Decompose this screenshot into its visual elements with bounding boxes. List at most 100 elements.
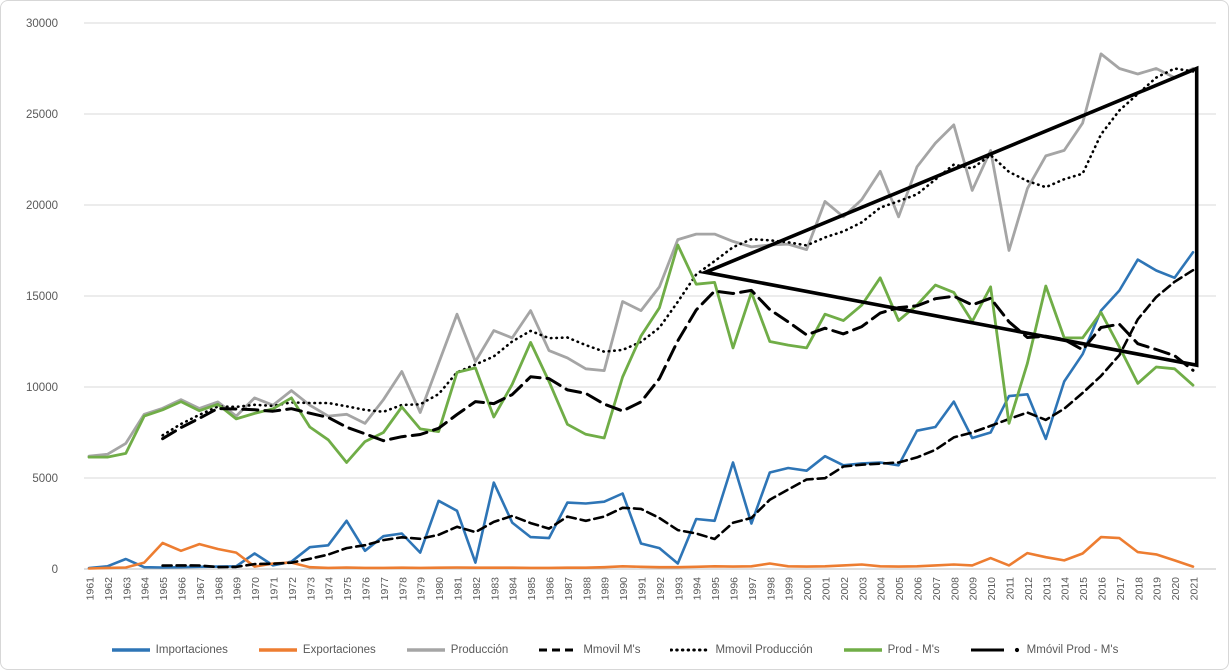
x-axis-tick-label: 1977 — [379, 577, 391, 601]
y-axis-tick-label: 20000 — [26, 200, 58, 212]
triangle-annotation — [699, 65, 1199, 368]
x-axis-tick-label: 2005 — [894, 577, 906, 601]
legend-item-mm-vil-prod-m-s[interactable]: Mmóvil Prod - M's — [970, 644, 1119, 656]
x-axis-tick-label: 2002 — [839, 577, 851, 601]
x-axis-tick-label: 1963 — [121, 577, 133, 601]
legend-item-exportaciones[interactable]: Exportaciones — [258, 644, 376, 656]
x-axis-tick-label: 1996 — [729, 577, 741, 601]
x-axis-tick-label: 1962 — [103, 577, 115, 601]
legend-label: Prod - M's — [887, 644, 940, 656]
y-axis-tick-label: 25000 — [26, 109, 58, 121]
x-axis-tick-label: 1964 — [140, 577, 152, 601]
legend-item-mmovil-producci-n[interactable]: Mmovil Producción — [670, 644, 813, 656]
legend-swatch-line-icon — [111, 648, 150, 652]
x-axis-tick-label: 1973 — [305, 577, 317, 601]
legend-swatch-line-icon — [539, 648, 578, 652]
legend-item-importaciones[interactable]: Importaciones — [111, 644, 228, 656]
x-axis-tick-label: 1971 — [269, 577, 281, 601]
series-mmovil-producci-n — [161, 67, 1195, 437]
x-axis-tick-label: 1978 — [397, 577, 409, 601]
y-axis-tick-label: 0 — [52, 564, 58, 576]
x-axis-tick-label: 2011 — [1005, 577, 1017, 600]
series-mmovil-m-s — [161, 268, 1195, 569]
x-axis-tick-label: 2010 — [986, 577, 998, 601]
y-axis-tick-label: 30000 — [26, 18, 58, 30]
legend-label: Importaciones — [155, 644, 228, 656]
x-axis-tick-label: 1999 — [784, 577, 796, 601]
series-producci-n — [87, 52, 1195, 458]
chart-legend: Importaciones Exportaciones Producción Mmov… — [1, 635, 1228, 665]
x-axis-tick-label: 1987 — [563, 577, 575, 601]
x-axis-tick-label: 2004 — [876, 577, 888, 601]
x-axis-tick-label: 1980 — [434, 577, 446, 601]
x-axis-tick-label: 1981 — [453, 577, 465, 601]
legend-swatch-line-icon — [843, 648, 882, 652]
legend-label: Mmóvil Prod - M's — [1026, 644, 1119, 656]
x-axis-tick-label: 2009 — [968, 577, 980, 601]
x-axis-tick-label: 1985 — [526, 577, 538, 601]
legend-item-prod-m-s[interactable]: Prod - M's — [843, 644, 940, 656]
legend-label: Producción — [450, 644, 509, 656]
x-axis-tick-label: 2013 — [1041, 577, 1053, 601]
x-axis-tick-label: 1991 — [637, 577, 649, 601]
legend-label: Mmovil M's — [583, 644, 641, 656]
legend-swatch-line-icon — [258, 648, 297, 652]
x-axis-tick-label: 1967 — [195, 577, 207, 601]
series-exportaciones — [87, 535, 1195, 570]
x-axis-tick-label: 2008 — [949, 577, 961, 601]
legend-swatch-line-icon — [406, 648, 445, 652]
legend-label: Exportaciones — [302, 644, 376, 656]
x-axis-tick-label: 1976 — [361, 577, 373, 601]
x-axis-tick-label: 1969 — [232, 577, 244, 601]
series-mm-vil-prod-m-s — [161, 288, 1195, 443]
y-axis-tick-label: 15000 — [26, 291, 58, 303]
legend-dot-marker-icon — [1014, 647, 1019, 653]
x-axis-tick-label: 1982 — [471, 577, 483, 601]
x-axis-tick-label: 2017 — [1115, 577, 1127, 601]
x-axis-tick-label: 2016 — [1097, 577, 1109, 601]
x-axis-tick-label: 1995 — [710, 577, 722, 601]
x-axis-tick-label: 2021 — [1189, 577, 1201, 601]
x-axis-tick-label: 2000 — [802, 577, 814, 601]
x-axis-tick-label: 1972 — [287, 577, 299, 601]
series-prod-m-s — [87, 243, 1195, 464]
x-axis-tick-label: 1984 — [508, 577, 520, 601]
y-axis-tick-label: 10000 — [26, 382, 58, 394]
x-axis-tick-label: 1970 — [250, 577, 262, 601]
x-axis-tick-label: 1989 — [600, 577, 612, 601]
x-axis-tick-label: 1983 — [489, 577, 501, 601]
x-axis-tick-label: 1992 — [655, 577, 667, 601]
x-axis-tick-label: 2007 — [931, 577, 943, 601]
legend-swatch-line-icon — [670, 648, 711, 652]
x-axis-tick-label: 2003 — [857, 577, 869, 601]
x-axis-tick-label: 1979 — [416, 577, 428, 601]
x-axis-tick-label: 2018 — [1133, 577, 1145, 601]
x-axis-tick-label: 2015 — [1078, 577, 1090, 601]
x-axis-tick-label: 1998 — [765, 577, 777, 601]
x-axis-tick-label: 1986 — [545, 577, 557, 601]
x-axis-tick-label: 2012 — [1023, 577, 1035, 601]
x-axis-tick-label: 1997 — [747, 577, 759, 601]
x-axis-tick-label: 1975 — [342, 577, 354, 601]
x-axis-tick-label: 2019 — [1152, 577, 1164, 601]
x-axis-tick-label: 2014 — [1060, 577, 1072, 601]
x-axis-tick-label: 1988 — [581, 577, 593, 601]
legend-item-producci-n[interactable]: Producción — [406, 644, 509, 656]
y-axis-tick-label: 5000 — [32, 473, 58, 485]
x-axis-tick-label: 1990 — [618, 577, 630, 601]
legend-item-mmovil-m-s[interactable]: Mmovil M's — [538, 644, 640, 656]
legend-swatch-line-icon — [970, 647, 1019, 653]
x-axis-tick-label: 2001 — [821, 577, 833, 601]
x-axis-tick-label: 1974 — [324, 577, 336, 601]
series-importaciones — [87, 251, 1195, 570]
legend-label: Mmovil Producción — [715, 644, 813, 656]
x-axis-tick-label: 1968 — [213, 577, 225, 601]
x-axis-tick-label: 1993 — [673, 577, 685, 601]
x-axis-tick-label: 2020 — [1170, 577, 1182, 601]
x-axis-tick-label: 1965 — [158, 577, 170, 601]
x-axis-tick-label: 2006 — [913, 577, 925, 601]
x-axis-tick-label: 1961 — [85, 577, 97, 601]
x-axis-tick-label: 1994 — [692, 577, 704, 601]
